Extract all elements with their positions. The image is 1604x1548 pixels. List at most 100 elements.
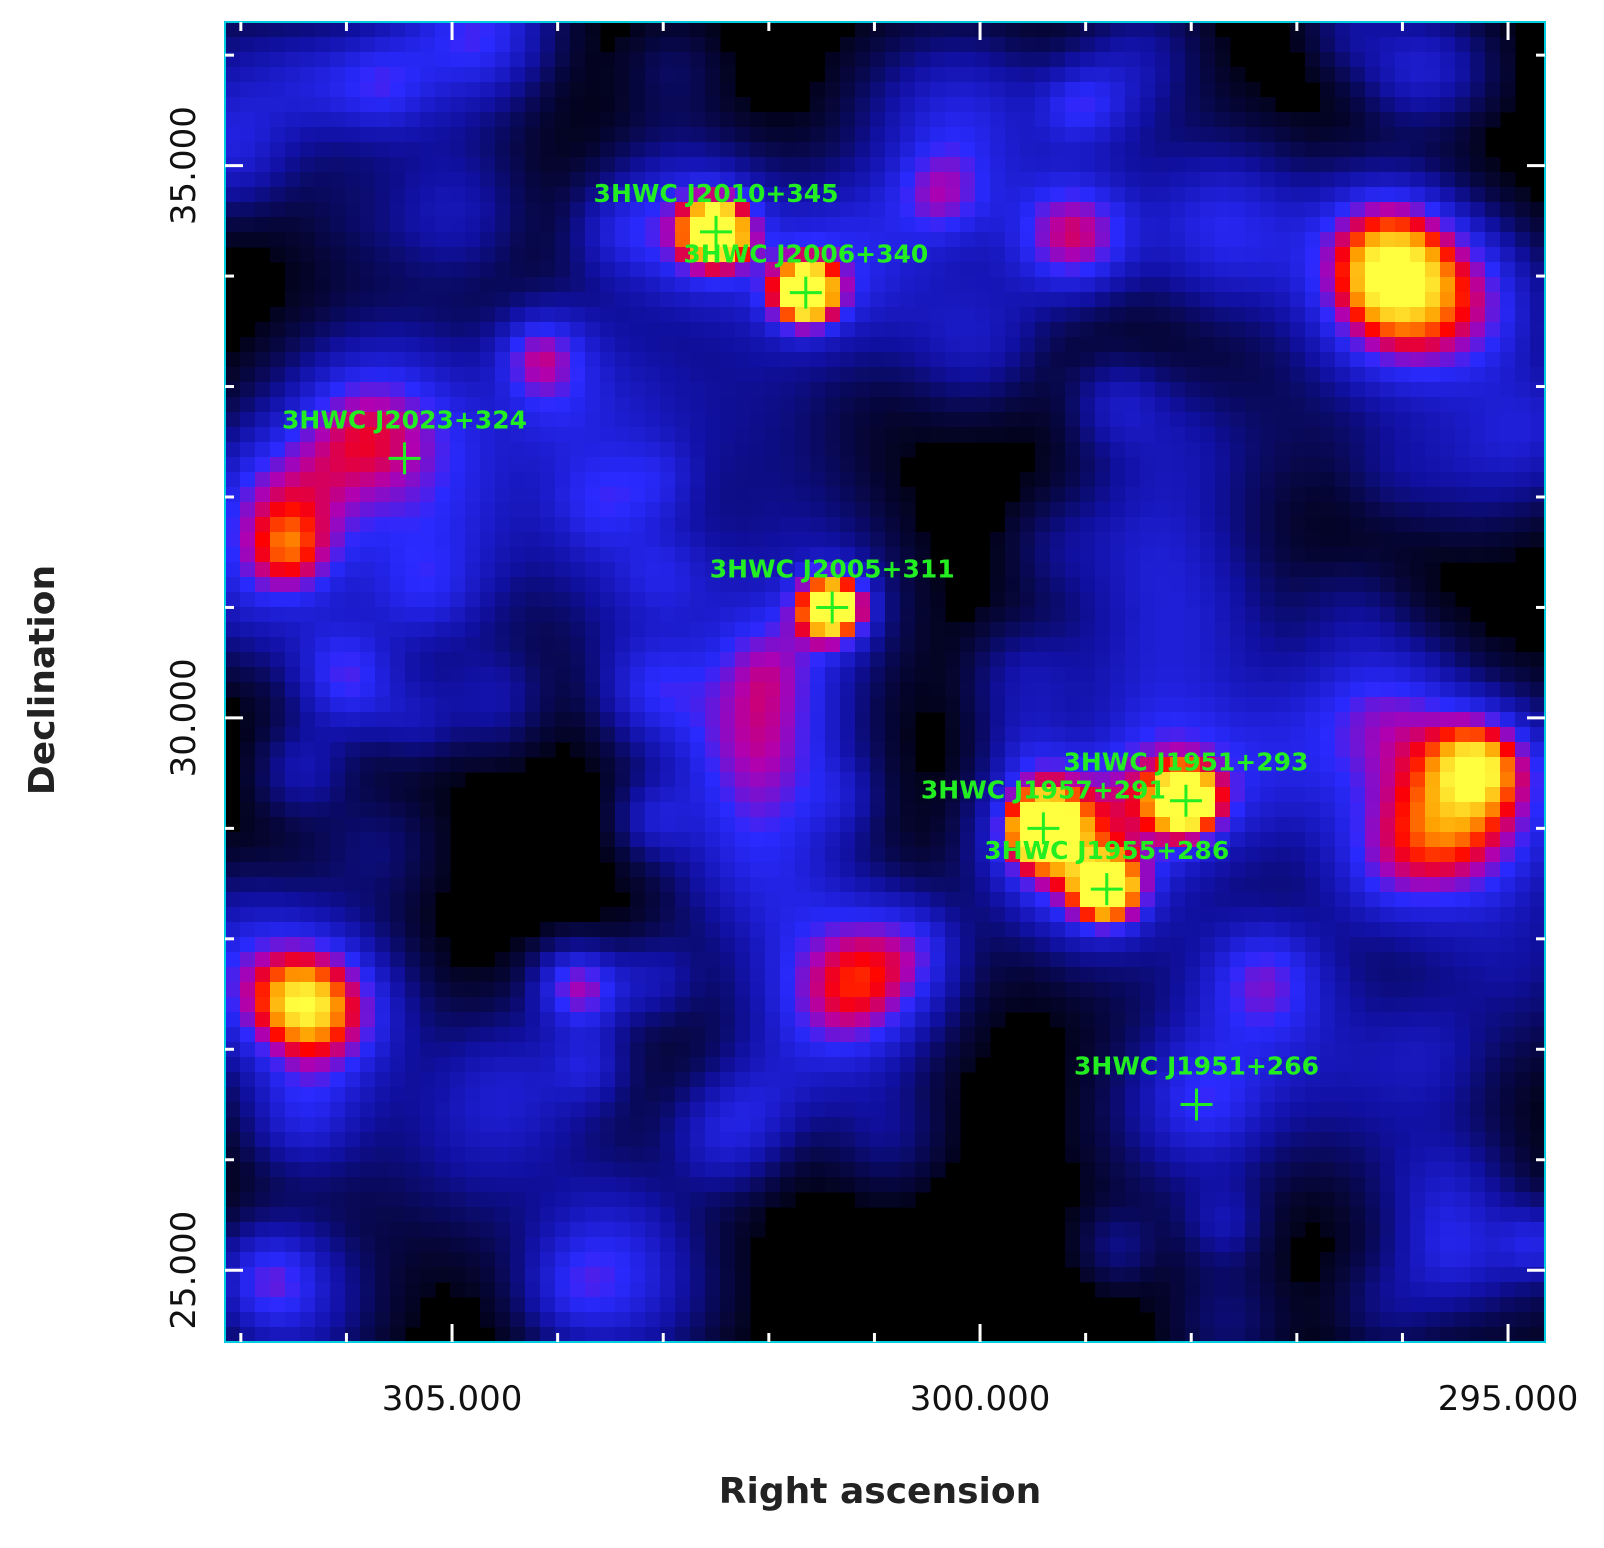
- heatmap-cell: [555, 472, 571, 488]
- heatmap-cell: [1170, 307, 1186, 323]
- heatmap-cell: [675, 637, 691, 653]
- heatmap-cell: [1065, 232, 1081, 248]
- heatmap-cell: [720, 307, 736, 323]
- heatmap-cell: [1335, 637, 1351, 653]
- heatmap-cell: [240, 397, 256, 413]
- heatmap-cell: [1005, 817, 1021, 833]
- heatmap-cell: [1110, 97, 1126, 113]
- heatmap-cell: [465, 172, 481, 188]
- heatmap-cell: [1155, 172, 1171, 188]
- heatmap-cell: [1050, 202, 1066, 218]
- heatmap-cell: [840, 187, 856, 203]
- heatmap-cell: [900, 772, 916, 788]
- heatmap-cell: [1395, 412, 1411, 428]
- heatmap-cell: [825, 697, 841, 713]
- heatmap-cell: [855, 292, 871, 308]
- heatmap-cell: [1005, 772, 1021, 788]
- heatmap-cell: [1050, 742, 1066, 758]
- heatmap-cell: [1230, 97, 1246, 113]
- heatmap-cell: [900, 337, 916, 353]
- heatmap-cell: [435, 157, 451, 173]
- heatmap-cell: [975, 397, 991, 413]
- heatmap-cell: [345, 727, 361, 743]
- heatmap-cell: [645, 187, 661, 203]
- heatmap-cell: [360, 247, 376, 263]
- heatmap-cell: [270, 232, 286, 248]
- heatmap-cell: [690, 277, 706, 293]
- heatmap-cell: [930, 292, 946, 308]
- heatmap-cell: [1485, 847, 1501, 863]
- heatmap-cell: [1095, 637, 1111, 653]
- heatmap-cell: [1035, 322, 1051, 338]
- heatmap-cell: [1065, 592, 1081, 608]
- heatmap-cell: [1080, 292, 1096, 308]
- heatmap-cell: [1215, 637, 1231, 653]
- heatmap-cell: [1410, 682, 1426, 698]
- heatmap-cell: [1455, 22, 1471, 38]
- heatmap-cell: [1185, 652, 1201, 668]
- heatmap-cell: [600, 652, 616, 668]
- heatmap-cell: [1470, 652, 1486, 668]
- heatmap-cell: [255, 82, 271, 98]
- heatmap-cell: [1440, 187, 1456, 203]
- heatmap-cell: [1215, 712, 1231, 728]
- heatmap-cell: [615, 382, 631, 398]
- heatmap-cell: [870, 607, 886, 623]
- heatmap-cell: [1455, 277, 1471, 293]
- heatmap-cell: [1245, 202, 1261, 218]
- heatmap-cell: [1425, 142, 1441, 158]
- heatmap-cell: [1080, 592, 1096, 608]
- heatmap-cell: [735, 412, 751, 428]
- heatmap-cell: [1455, 457, 1471, 473]
- heatmap-cell: [1440, 37, 1456, 53]
- heatmap-cell: [780, 502, 796, 518]
- heatmap-cell: [1530, 727, 1545, 743]
- heatmap-cell: [225, 232, 241, 248]
- heatmap-cell: [525, 112, 541, 128]
- heatmap-cell: [645, 697, 661, 713]
- heatmap-cell: [615, 637, 631, 653]
- heatmap-cell: [270, 382, 286, 398]
- heatmap-cell: [345, 787, 361, 803]
- heatmap-cell: [1305, 457, 1321, 473]
- heatmap-cell: [1305, 67, 1321, 83]
- heatmap-cell: [1380, 667, 1396, 683]
- heatmap-cell: [405, 277, 421, 293]
- heatmap-cell: [360, 757, 376, 773]
- heatmap-cell: [645, 667, 661, 683]
- heatmap-cell: [300, 532, 316, 548]
- heatmap-cell: [1080, 367, 1096, 383]
- heatmap-cell: [1485, 412, 1501, 428]
- heatmap-cell: [300, 382, 316, 398]
- heatmap-cell: [1080, 262, 1096, 278]
- heatmap-cell: [375, 472, 391, 488]
- heatmap-cell: [735, 472, 751, 488]
- heatmap-cell: [1320, 172, 1336, 188]
- heatmap-cell: [270, 112, 286, 128]
- heatmap-cell: [1050, 277, 1066, 293]
- heatmap-cell: [1365, 862, 1381, 878]
- heatmap-cell: [315, 727, 331, 743]
- heatmap-cell: [1440, 262, 1456, 278]
- heatmap-cell: [1110, 712, 1126, 728]
- heatmap-cell: [225, 622, 241, 638]
- heatmap-cell: [1275, 322, 1291, 338]
- heatmap-cell: [1110, 652, 1126, 668]
- heatmap-cell: [1050, 307, 1066, 323]
- heatmap-cell: [360, 472, 376, 488]
- heatmap-cell: [915, 412, 931, 428]
- heatmap-cell: [750, 277, 766, 293]
- heatmap-cell: [315, 232, 331, 248]
- heatmap-cell: [1395, 847, 1411, 863]
- heatmap-cell: [300, 307, 316, 323]
- heatmap-cell: [1320, 367, 1336, 383]
- heatmap-cell: [735, 802, 751, 818]
- heatmap-cell: [1290, 712, 1306, 728]
- heatmap-cell: [525, 247, 541, 263]
- heatmap-cell: [330, 472, 346, 488]
- heatmap-cell: [1170, 487, 1186, 503]
- heatmap-cell: [1155, 712, 1171, 728]
- heatmap-cell: [375, 637, 391, 653]
- heatmap-cell: [1260, 607, 1276, 623]
- heatmap-cell: [465, 127, 481, 143]
